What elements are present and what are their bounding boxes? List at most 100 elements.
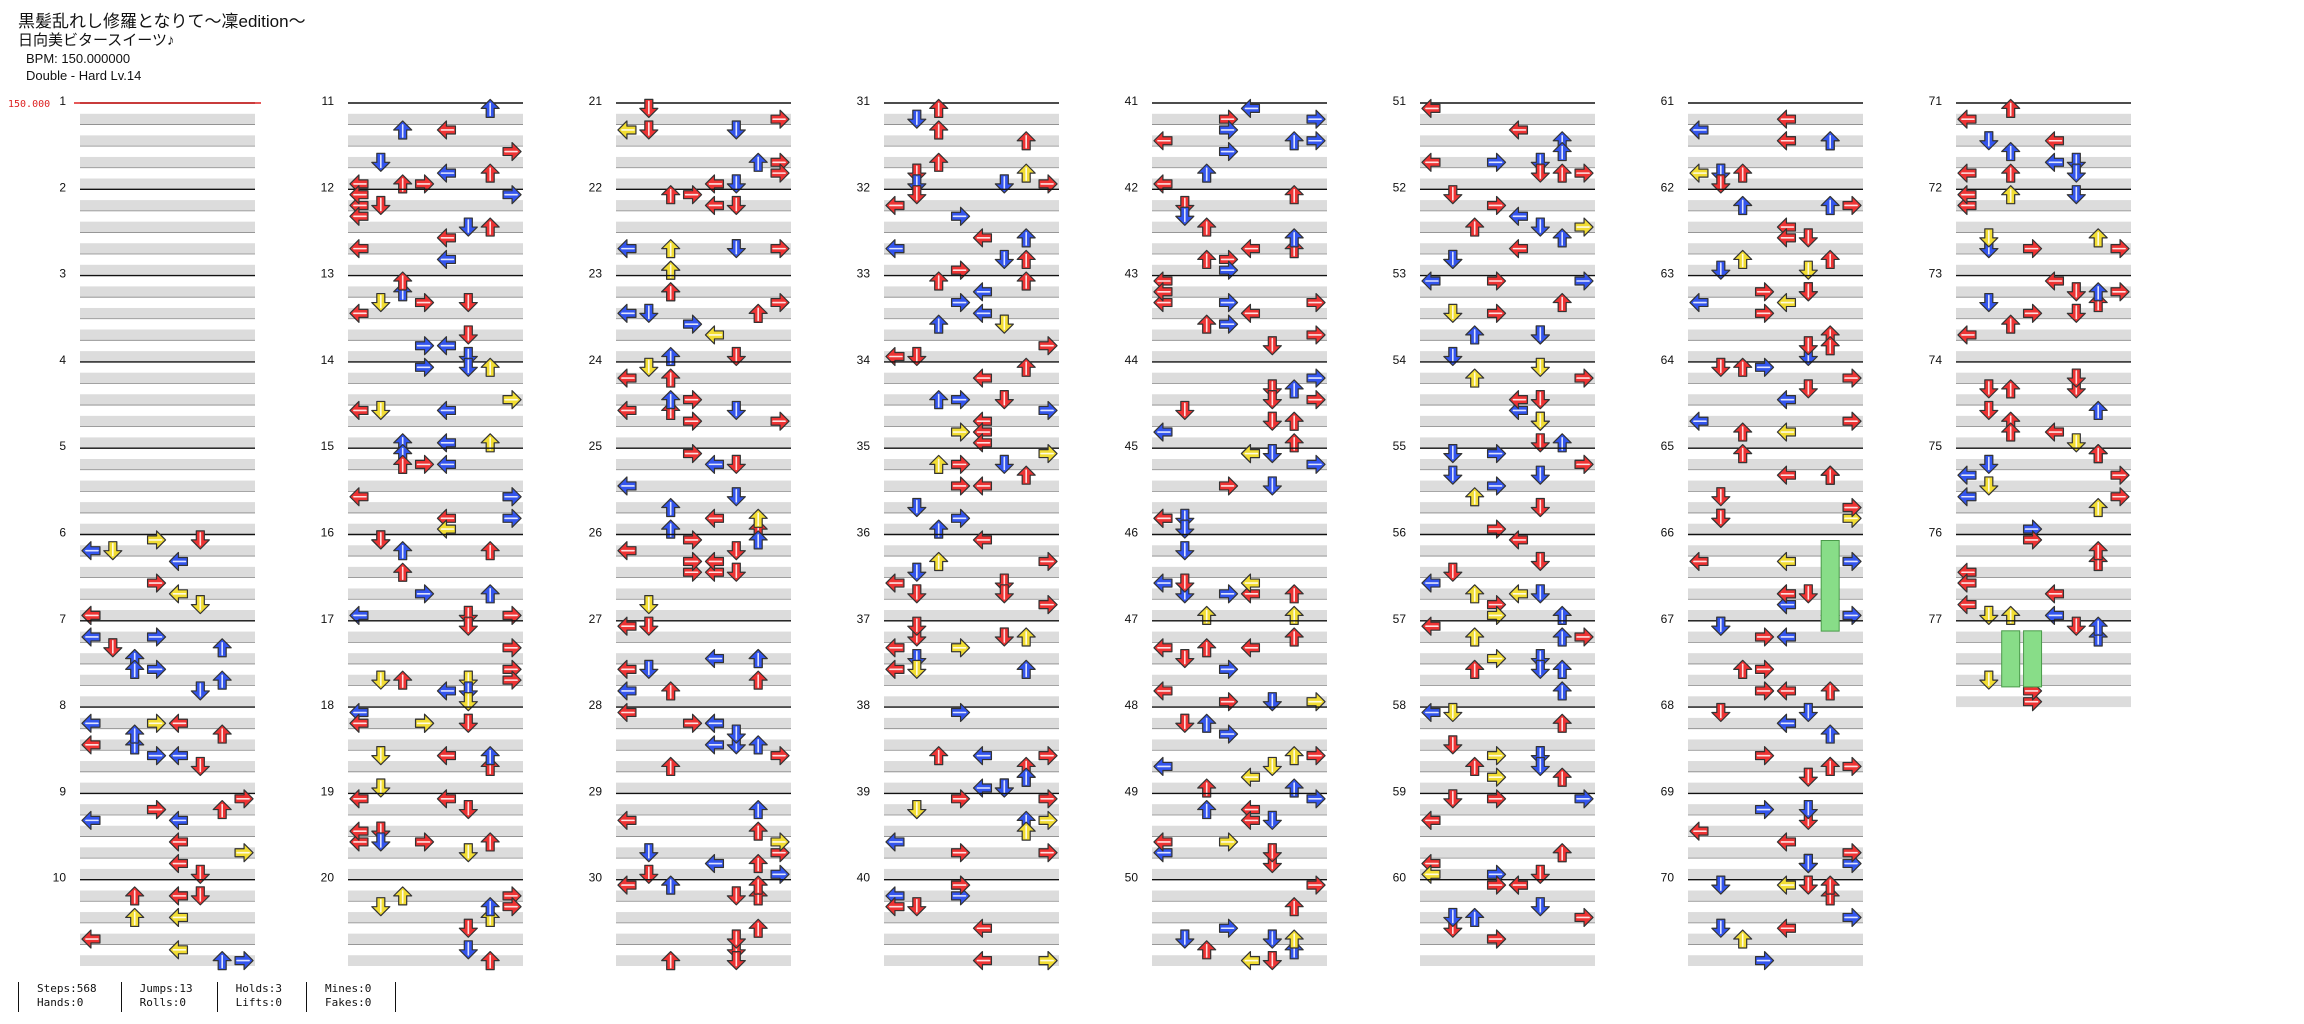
arrow-note — [1754, 281, 1775, 302]
arrow-note — [2000, 605, 2021, 626]
arrow-note — [617, 303, 637, 324]
arrow-note — [1842, 368, 1862, 388]
beat-stripe — [1420, 437, 1595, 449]
beat-stripe — [348, 502, 523, 513]
measure-number: 6 — [59, 526, 66, 540]
beat-stripe — [616, 696, 791, 708]
arrow-note — [371, 778, 391, 798]
beat-stripe — [80, 264, 255, 276]
beat-stripe — [1956, 545, 2131, 557]
measure-number: 55 — [1393, 439, 1407, 453]
beat-stripe — [616, 717, 791, 729]
arrow-note — [972, 950, 993, 971]
beat-stripe — [1688, 286, 1863, 298]
beat-stripe — [348, 480, 523, 492]
beat-stripe — [1688, 739, 1863, 751]
arrow-note — [972, 368, 993, 388]
arrow-note — [124, 886, 145, 906]
arrow-note — [1016, 627, 1036, 647]
beat-stripe — [1688, 631, 1863, 643]
arrow-note — [1574, 627, 1594, 647]
notechart: 1234567891011121314151617181920212223242… — [8, 94, 2131, 971]
beat-stripe — [80, 135, 255, 147]
arrow-note — [1754, 799, 1775, 820]
measure-number: 61 — [1661, 94, 1675, 108]
beat-stripe — [1688, 351, 1863, 362]
arrow-note — [1153, 174, 1173, 194]
arrow-note — [1842, 756, 1862, 777]
beat-stripe — [1688, 200, 1863, 211]
beat-stripe — [80, 307, 255, 319]
arrow-note — [349, 238, 369, 259]
measure-number: 13 — [321, 267, 335, 281]
beat-stripe — [80, 653, 255, 664]
beat-stripe — [1152, 912, 1327, 923]
arrow-note — [1486, 195, 1507, 216]
arrow-note — [1284, 130, 1304, 151]
beat-stripe — [884, 674, 1059, 686]
measure-number: 10 — [53, 871, 67, 885]
beat-stripe — [1688, 156, 1863, 168]
stat-column: Jumps:13 Rolls:0 — [122, 982, 218, 1012]
beat-stripe — [1688, 868, 1863, 880]
arrow-note — [660, 389, 681, 410]
arrow-note — [682, 713, 703, 734]
arrow-note — [1574, 454, 1594, 475]
beat-stripe — [884, 307, 1059, 319]
arrow-note — [1754, 303, 1775, 324]
beat-stripe — [616, 307, 791, 319]
measure-number: 23 — [589, 267, 603, 281]
beat-stripe — [884, 243, 1059, 255]
beat-stripe — [1420, 394, 1595, 406]
beat-stripe — [616, 847, 791, 859]
arrow-note — [392, 562, 413, 583]
measure-number: 41 — [1125, 94, 1139, 108]
beat-stripe — [1152, 588, 1327, 600]
beat-stripe — [616, 955, 791, 966]
arrow-note — [168, 584, 189, 604]
hands-count: Hands:0 — [37, 996, 84, 1009]
beat-stripe — [1420, 696, 1595, 708]
arrow-note — [1776, 130, 1797, 151]
beat-stripe — [80, 480, 255, 492]
arrow-note — [1842, 195, 1862, 216]
arrow-note — [639, 864, 659, 885]
beat-stripe — [1688, 588, 1863, 600]
beat-stripe — [1152, 372, 1327, 384]
arrow-note — [1464, 907, 1485, 928]
beat-stripe — [884, 480, 1059, 492]
arrow-note — [1979, 476, 1999, 496]
arrow-note — [726, 238, 747, 259]
arrow-note — [950, 454, 971, 475]
arrow-note — [617, 540, 637, 561]
measure-number: 9 — [59, 784, 66, 798]
measure-number: 16 — [321, 526, 335, 540]
arrow-note — [1284, 605, 1304, 626]
beat-stripe — [1152, 178, 1327, 190]
arrow-note — [660, 519, 681, 539]
arrow-note — [1530, 864, 1551, 885]
arrow-note — [1175, 648, 1195, 669]
arrow-note — [2088, 497, 2108, 518]
stat-column: Holds:3 Lifts:0 — [218, 982, 307, 1012]
arrow-note — [392, 174, 413, 194]
beat-stripe — [1420, 178, 1595, 190]
beat-stripe — [348, 264, 523, 276]
beat-stripe — [1152, 933, 1327, 945]
mines-count: Mines:0 — [324, 982, 372, 995]
beat-stripe — [616, 782, 791, 794]
beat-stripe — [1420, 955, 1595, 966]
arrow-note — [660, 260, 681, 281]
measure-number: 77 — [1929, 612, 1943, 626]
arrow-note — [950, 842, 971, 863]
beat-stripe — [1688, 243, 1863, 255]
beat-stripe — [1956, 696, 2131, 708]
beat-stripe — [616, 415, 791, 427]
arrow-note — [212, 950, 232, 971]
arrow-note — [726, 562, 747, 583]
arrow-note — [1552, 605, 1572, 626]
beat-stripe — [1420, 804, 1595, 815]
beat-stripe — [884, 933, 1059, 945]
beat-stripe — [1420, 674, 1595, 686]
beat-stripe — [348, 415, 523, 427]
